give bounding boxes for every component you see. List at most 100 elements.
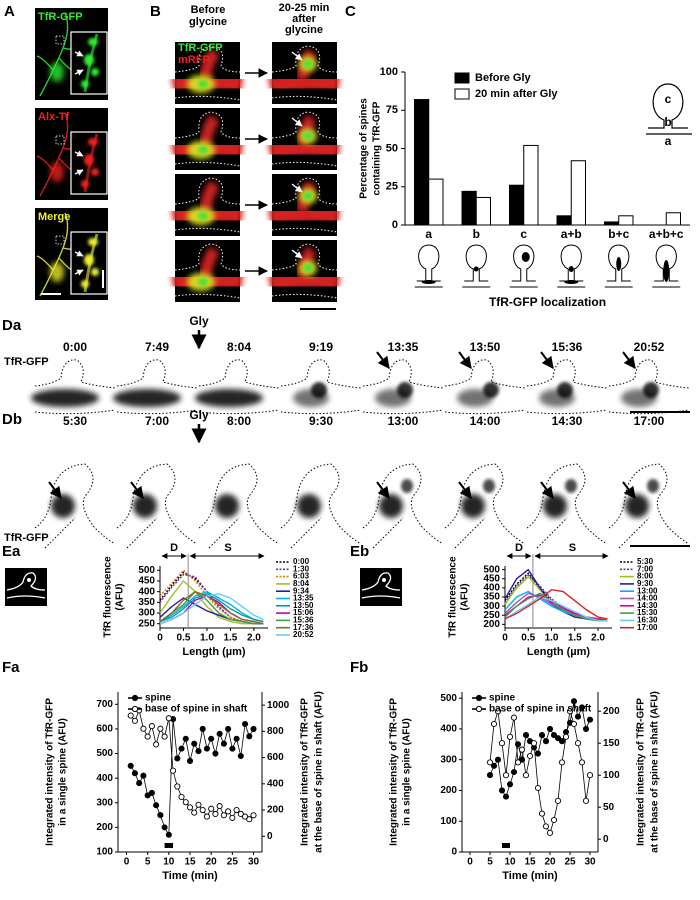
data-point (131, 717, 138, 724)
y-tick-label: 0 (392, 219, 398, 231)
column-header: 20-25 min (279, 2, 330, 14)
axis-title: Integrated intensity of TfR-GFP (45, 698, 56, 846)
treatment-bar (164, 843, 174, 848)
x-tick-label: 0 (502, 633, 508, 644)
spine-icon-blob (564, 280, 579, 284)
legend-label: 20 min after Gly (475, 88, 558, 100)
y-tick-label: 300 (483, 601, 500, 612)
arrow (540, 351, 554, 369)
legend-label: 9:34 (293, 586, 310, 595)
bar (475, 196, 491, 226)
y-tick-label: 300 (138, 608, 155, 619)
y-tick-label: 400 (483, 583, 500, 594)
legend-label: spine (145, 693, 172, 704)
image-blob (50, 162, 64, 182)
y2-tick-label: 50 (603, 802, 615, 813)
data-point (203, 745, 210, 752)
image-blob (91, 168, 99, 176)
image-blob (483, 382, 499, 398)
data-point (229, 745, 236, 752)
data-point (562, 733, 570, 740)
bar (570, 160, 586, 226)
series-line (504, 592, 608, 622)
axis-title: TfR fluorescence (448, 556, 459, 638)
bar (604, 221, 620, 226)
schematic-dot (27, 578, 31, 582)
panel-label: Eb (350, 543, 369, 560)
outline (198, 359, 280, 415)
channel-label: TfR-GFP (38, 11, 83, 23)
spine-icon-blob (663, 260, 670, 282)
time-label: 7:00 (145, 414, 169, 428)
data-point (242, 720, 249, 728)
spine-icon (511, 244, 536, 282)
panel-label: C (345, 3, 356, 20)
panel-label: B (150, 3, 161, 20)
image-blob (303, 132, 313, 140)
roi-box (55, 35, 65, 45)
legend-label: Before Gly (475, 72, 532, 84)
legend-label: 13:00 (637, 586, 658, 595)
data-point (220, 740, 227, 747)
arrow (291, 183, 303, 193)
outline (362, 359, 444, 415)
arrow (458, 351, 472, 369)
time-label: 9:30 (309, 414, 333, 428)
micrograph (608, 463, 690, 549)
treatment-label: Gly (189, 408, 209, 422)
y2-tick-label: 400 (267, 778, 284, 789)
series-line (159, 579, 264, 625)
spine-icon-blob (473, 266, 479, 272)
legend-label: 15:36 (293, 616, 314, 625)
data-point (174, 755, 181, 762)
y-tick-label: 200 (440, 785, 457, 796)
image-blob (401, 479, 413, 493)
inset-label: b (664, 115, 671, 129)
y-tick-label: 600 (96, 724, 113, 735)
data-point (144, 733, 151, 740)
roi-box (55, 235, 65, 245)
x-tick-label: 0 (157, 633, 163, 644)
arrow (74, 269, 84, 276)
time-label: 13:50 (470, 340, 501, 354)
schematic-outline (6, 572, 46, 599)
micrograph: Alx-Tf (35, 108, 108, 200)
y-tick-label: 200 (483, 619, 500, 630)
time-label: 13:35 (388, 340, 419, 354)
y-tick-label: 400 (138, 586, 155, 597)
x-tick-label: 20 (206, 857, 218, 868)
panel-label: A (4, 3, 15, 20)
image-blob (91, 268, 99, 276)
arrow (458, 481, 472, 499)
y-tick-label: 100 (96, 847, 113, 858)
data-point (127, 712, 134, 719)
channel-label: Merge (38, 211, 70, 223)
image-blob (643, 382, 659, 398)
x-tick-label: 20 (544, 857, 556, 868)
spine-icon-blob (616, 257, 622, 271)
axis-title: containing TfR-GFP (372, 101, 383, 195)
axis-title: TfR-GFP localization (489, 295, 606, 309)
bar (461, 190, 477, 226)
time-label: 5:30 (63, 414, 87, 428)
bar (665, 212, 681, 226)
micrograph (195, 359, 280, 415)
axis-title: at the base of spine in shaft (AFU) (314, 691, 325, 853)
spine-icon (416, 244, 441, 282)
data-point (546, 829, 554, 836)
data-point (186, 804, 194, 811)
image-blob (198, 278, 208, 286)
axis-title: Integrated intensity of TfR-GFP (300, 698, 311, 846)
bar (618, 215, 634, 226)
x-tick-label: 0.5 (521, 633, 535, 644)
legend-label: 14:00 (637, 594, 658, 603)
image-blob (461, 494, 485, 518)
outline (444, 463, 526, 549)
legend-marker (475, 705, 483, 713)
image-blob (215, 494, 239, 518)
dendrite (267, 204, 341, 227)
image-blob (31, 389, 99, 407)
y2-tick-label: 0 (267, 831, 273, 842)
outline (526, 463, 608, 549)
